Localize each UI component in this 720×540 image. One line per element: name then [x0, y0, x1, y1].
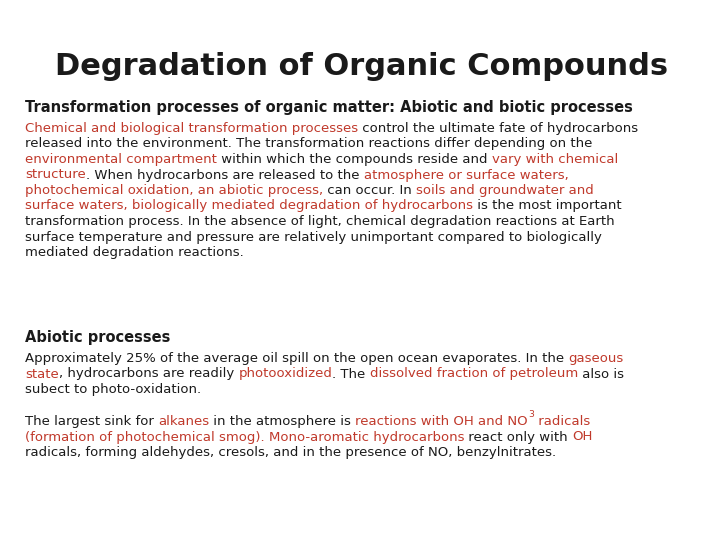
Text: structure: structure — [25, 168, 86, 181]
Text: released into the environment. The transformation reactions differ depending on : released into the environment. The trans… — [25, 138, 593, 151]
Text: Mono-aromatic hydrocarbons: Mono-aromatic hydrocarbons — [269, 430, 464, 443]
Text: also is: also is — [578, 368, 624, 381]
Text: soils and groundwater and: soils and groundwater and — [416, 184, 594, 197]
Text: subect to photo-oxidation.: subect to photo-oxidation. — [25, 383, 201, 396]
Text: is the most important: is the most important — [473, 199, 621, 213]
Text: control the ultimate fate of hydrocarbons: control the ultimate fate of hydrocarbon… — [358, 122, 638, 135]
Text: . When hydrocarbons are released to the: . When hydrocarbons are released to the — [86, 168, 364, 181]
Text: photooxidized: photooxidized — [238, 368, 332, 381]
Text: radicals, forming aldehydes, cresols, and in the presence of NO, benzylnitrates.: radicals, forming aldehydes, cresols, an… — [25, 446, 556, 459]
Text: photochemical oxidation, an abiotic process,: photochemical oxidation, an abiotic proc… — [25, 184, 323, 197]
Text: atmosphere or surface waters,: atmosphere or surface waters, — [364, 168, 568, 181]
Text: dissolved fraction of petroleum: dissolved fraction of petroleum — [369, 368, 578, 381]
Text: Transformation processes of organic matter: Abiotic and biotic processes: Transformation processes of organic matt… — [25, 100, 633, 115]
Text: (formation of photochemical smog).: (formation of photochemical smog). — [25, 430, 269, 443]
Text: Chemical and biological transformation processes: Chemical and biological transformation p… — [25, 122, 358, 135]
Text: , hydrocarbons are readily: , hydrocarbons are readily — [59, 368, 238, 381]
Text: 3: 3 — [528, 410, 534, 420]
Text: within which the compounds reside and: within which the compounds reside and — [217, 153, 492, 166]
Text: can occur. In: can occur. In — [323, 184, 416, 197]
Text: surface waters, biologically mediated degradation of hydrocarbons: surface waters, biologically mediated de… — [25, 199, 473, 213]
Text: mediated degradation reactions.: mediated degradation reactions. — [25, 246, 244, 259]
Text: in the atmosphere is: in the atmosphere is — [210, 415, 356, 428]
Text: OH: OH — [572, 430, 593, 443]
Text: gaseous: gaseous — [568, 352, 624, 365]
Text: Degradation of Organic Compounds: Degradation of Organic Compounds — [55, 52, 668, 81]
Text: vary with chemical: vary with chemical — [492, 153, 618, 166]
Text: The largest sink for: The largest sink for — [25, 415, 158, 428]
Text: reactions with OH and NO: reactions with OH and NO — [356, 415, 528, 428]
Text: alkanes: alkanes — [158, 415, 210, 428]
Text: Abiotic processes: Abiotic processes — [25, 330, 171, 345]
Text: Approximately 25% of the average oil spill on the open ocean evaporates. In the: Approximately 25% of the average oil spi… — [25, 352, 568, 365]
Text: radicals: radicals — [534, 415, 590, 428]
Text: environmental compartment: environmental compartment — [25, 153, 217, 166]
Text: transformation process. In the absence of light, chemical degradation reactions : transformation process. In the absence o… — [25, 215, 615, 228]
Text: state: state — [25, 368, 59, 381]
Text: surface temperature and pressure are relatively unimportant compared to biologic: surface temperature and pressure are rel… — [25, 231, 602, 244]
Text: react only with: react only with — [464, 430, 572, 443]
Text: . The: . The — [332, 368, 369, 381]
